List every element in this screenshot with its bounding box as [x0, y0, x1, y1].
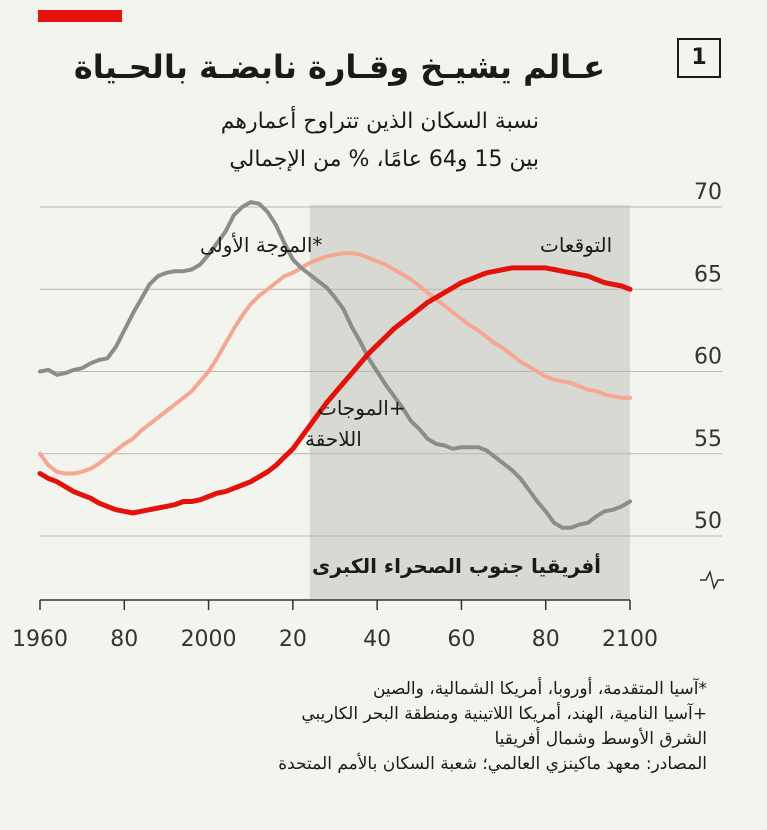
y-tick-label: 60 — [694, 345, 722, 370]
chart-title: عـالم يشيـخ وقـارة نابضـة بالحـياة — [73, 48, 605, 86]
x-tick-label: 2100 — [602, 627, 658, 652]
series-line-later-waves — [38, 251, 632, 476]
label-projection: التوقعات — [540, 233, 612, 257]
x-tick-label: 80 — [110, 627, 138, 652]
axis-break-icon — [700, 569, 724, 591]
projection-shade-layer — [309, 205, 630, 600]
label-later-waves-1: +الموجات — [318, 396, 406, 420]
series-line-first-wave — [38, 200, 632, 530]
projection-region — [309, 205, 630, 600]
x-tick-label: 60 — [447, 627, 475, 652]
y-tick-label: 50 — [694, 509, 722, 534]
chart-number-badge: 1 — [677, 38, 721, 78]
footnote-later-waves-cont: الشرق الأوسط وشمال أفريقيا — [494, 729, 707, 749]
label-ssa: أفريقيا جنوب الصحراء الكبرى — [312, 552, 601, 578]
y-tick-label: 55 — [694, 427, 722, 452]
subtitle-line-1: نسبة السكان الذين تتراوح أعمارهم — [220, 109, 539, 134]
label-layer: *الموجة الأولى +الموجات اللاحقة أفريقيا جنو… — [200, 233, 612, 578]
label-first-wave: *الموجة الأولى — [200, 233, 322, 257]
subtitle-line-2: بين 15 و64 عامًا، % من الإجمالي — [229, 147, 539, 172]
grid-layer: 50 55 60 65 70 1960 80 2000 20 40 60 80 2100 — [12, 180, 724, 652]
x-tick-label: 80 — [532, 627, 560, 652]
series-layer — [37, 200, 633, 530]
footnotes: *آسيا المتقدمة، أوروبا، أمريكا الشمالية،… — [278, 677, 707, 777]
x-tick-label: 1960 — [12, 627, 68, 652]
source-note: المصادر: معهد ماكينزي العالمي؛ شعبة السك… — [278, 754, 707, 774]
x-tick-label: 20 — [279, 627, 307, 652]
y-tick-label: 65 — [694, 262, 722, 287]
line-chart: 50 55 60 65 70 1960 80 2000 20 40 60 80 2100 *الموجة… — [12, 180, 724, 652]
brand-accent-bar — [38, 10, 122, 22]
footnote-later-waves: +آسيا النامية، الهند، أمريكا اللاتينية و… — [301, 704, 707, 724]
y-tick-label: 70 — [694, 180, 722, 205]
label-later-waves-2: اللاحقة — [305, 427, 362, 451]
x-tick-label: 2000 — [181, 627, 237, 652]
x-tick-label: 40 — [363, 627, 391, 652]
chart-subtitle: نسبة السكان الذين تتراوح أعمارهم بين 15 … — [221, 103, 539, 179]
series-line-ssa — [37, 265, 633, 516]
footnote-first-wave: *آسيا المتقدمة، أوروبا، أمريكا الشمالية،… — [372, 679, 707, 699]
